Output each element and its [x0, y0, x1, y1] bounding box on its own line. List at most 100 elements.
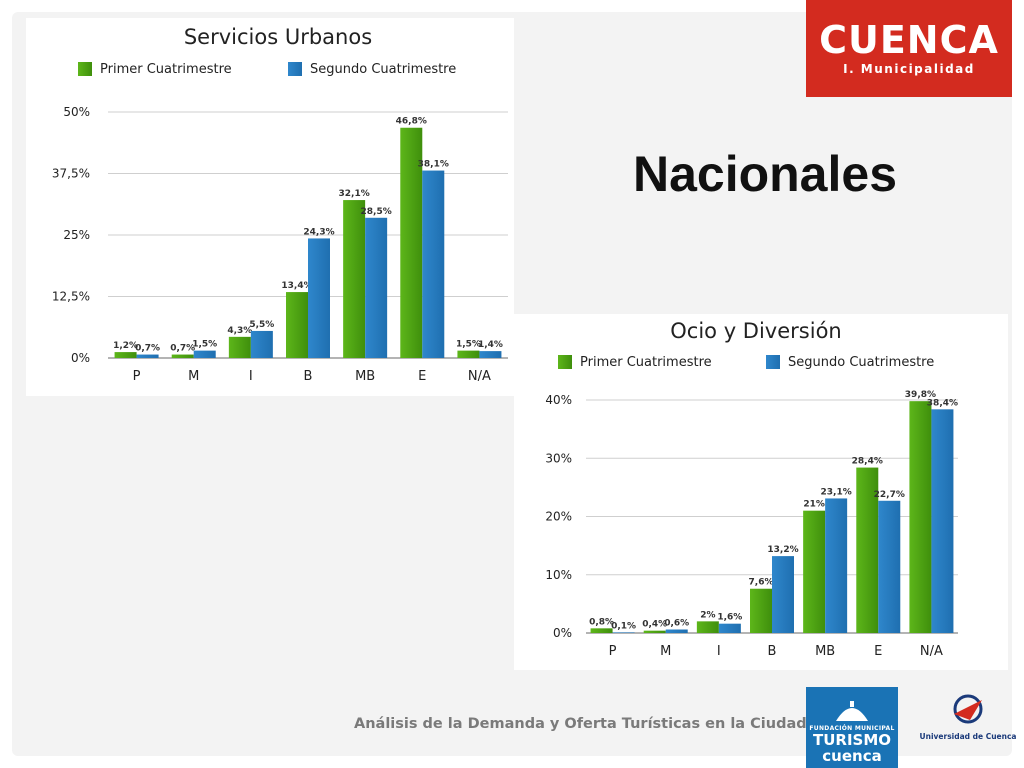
data-label: 7,6% [749, 578, 774, 588]
legend-label: Primer Cuatrimestre [100, 62, 232, 77]
x-tick-label: N/A [468, 369, 491, 384]
data-label: 13,4% [281, 281, 312, 291]
bar [365, 217, 388, 358]
bar [665, 629, 688, 633]
bar [479, 351, 502, 358]
bar [590, 628, 613, 633]
data-label: 28,5% [361, 207, 392, 217]
x-tick-label: B [304, 369, 313, 384]
legend-swatch [558, 355, 572, 369]
data-label: 38,1% [418, 160, 449, 170]
bar [343, 200, 366, 358]
data-label: 2% [700, 610, 715, 620]
data-label: 23,1% [821, 487, 852, 497]
x-tick-label: B [768, 644, 777, 659]
universidad-cuenca-logo: Universidad de Cuenca [918, 692, 1018, 752]
data-label: 21% [803, 500, 825, 510]
data-label: 0,4% [642, 620, 667, 630]
legend-swatch [288, 62, 302, 76]
university-name: Universidad de Cuenca [919, 732, 1017, 741]
bar [400, 127, 423, 358]
legend-swatch [78, 62, 92, 76]
turismo-logo-word: TURISMO [812, 731, 892, 749]
bar [696, 621, 719, 633]
y-tick-label: 0% [71, 351, 90, 365]
bar [114, 352, 137, 358]
data-label: 1,5% [192, 340, 217, 350]
bar [171, 354, 194, 358]
data-label: 1,2% [113, 341, 138, 351]
data-label: 0,6% [664, 619, 689, 629]
data-label: 39,8% [905, 390, 936, 400]
bar [803, 510, 826, 633]
y-tick-label: 12,5% [52, 290, 90, 304]
x-tick-label: E [874, 644, 882, 659]
x-tick-label: I [717, 644, 721, 659]
bar [250, 330, 273, 358]
chart-ocio-diversion: Ocio y Diversión Primer Cuatrimestre Segun… [514, 314, 1008, 670]
bar [825, 498, 848, 633]
bar [878, 500, 901, 633]
legend-label: Primer Cuatrimestre [580, 355, 712, 370]
data-label: 24,3% [303, 227, 334, 237]
bar [909, 401, 932, 633]
bar [308, 238, 330, 358]
turismo-cuenca-logo: FUNDACIÓN MUNICIPAL TURISMO cuenca [806, 687, 898, 768]
x-tick-label: MB [815, 644, 835, 659]
x-tick-label: MB [355, 369, 375, 384]
turismo-logo-city: cuenca [822, 747, 882, 765]
bar [457, 350, 480, 358]
bar [286, 292, 308, 358]
chart-servicios-urbanos-svg: Servicios Urbanos Primer Cuatrimestre Segu… [52, 25, 508, 384]
bar [931, 409, 954, 633]
data-label: 1,6% [717, 613, 742, 623]
y-tick-label: 37,5% [52, 167, 90, 181]
bar [750, 588, 772, 633]
y-tick-label: 0% [553, 626, 572, 640]
chart-title: Ocio y Diversión [670, 319, 841, 343]
data-label: 0,7% [135, 344, 160, 354]
data-label: 5,5% [249, 320, 274, 330]
data-label: 22,7% [874, 490, 905, 500]
legend-swatch [766, 355, 780, 369]
y-tick-label: 20% [545, 510, 572, 524]
y-tick-label: 10% [545, 568, 572, 582]
y-tick-label: 50% [63, 105, 90, 119]
data-label: 13,2% [767, 545, 798, 555]
cuenca-logo-subtitle: I. Municipalidad [843, 62, 975, 76]
bar [422, 170, 445, 358]
church-dome-icon [806, 701, 898, 725]
data-label: 1,4% [478, 340, 503, 350]
y-tick-label: 25% [63, 228, 90, 242]
data-label: 0,8% [589, 617, 614, 627]
data-label: 32,1% [339, 189, 370, 199]
bar [136, 354, 159, 358]
data-label: 1,5% [456, 340, 481, 350]
data-label: 38,4% [927, 398, 958, 408]
legend-label: Segundo Cuatrimestre [788, 355, 934, 370]
bar [612, 632, 635, 633]
data-label: 0,7% [170, 344, 195, 354]
x-tick-label: E [418, 369, 426, 384]
x-tick-label: N/A [920, 644, 943, 659]
x-tick-label: P [133, 369, 141, 384]
footer-caption: Análisis de la Demanda y Oferta Turístic… [354, 716, 897, 732]
cuenca-municipality-logo: CUENCA I. Municipalidad [806, 0, 1012, 97]
bar [193, 350, 216, 358]
bar [718, 623, 741, 633]
data-label: 0,1% [611, 621, 636, 631]
page-title: Nacionales [632, 146, 897, 202]
x-tick-label: M [188, 369, 199, 384]
y-tick-label: 30% [545, 451, 572, 465]
turismo-logo-small: FUNDACIÓN MUNICIPAL [809, 725, 895, 732]
bar [228, 336, 251, 358]
bar [856, 467, 879, 633]
bar [643, 630, 666, 633]
data-label: 28,4% [852, 457, 883, 467]
university-emblem-icon [953, 694, 983, 724]
x-tick-label: M [660, 644, 671, 659]
legend-label: Segundo Cuatrimestre [310, 62, 456, 77]
data-label: 4,3% [227, 326, 252, 336]
bar [772, 556, 794, 633]
data-label: 46,8% [396, 117, 427, 127]
